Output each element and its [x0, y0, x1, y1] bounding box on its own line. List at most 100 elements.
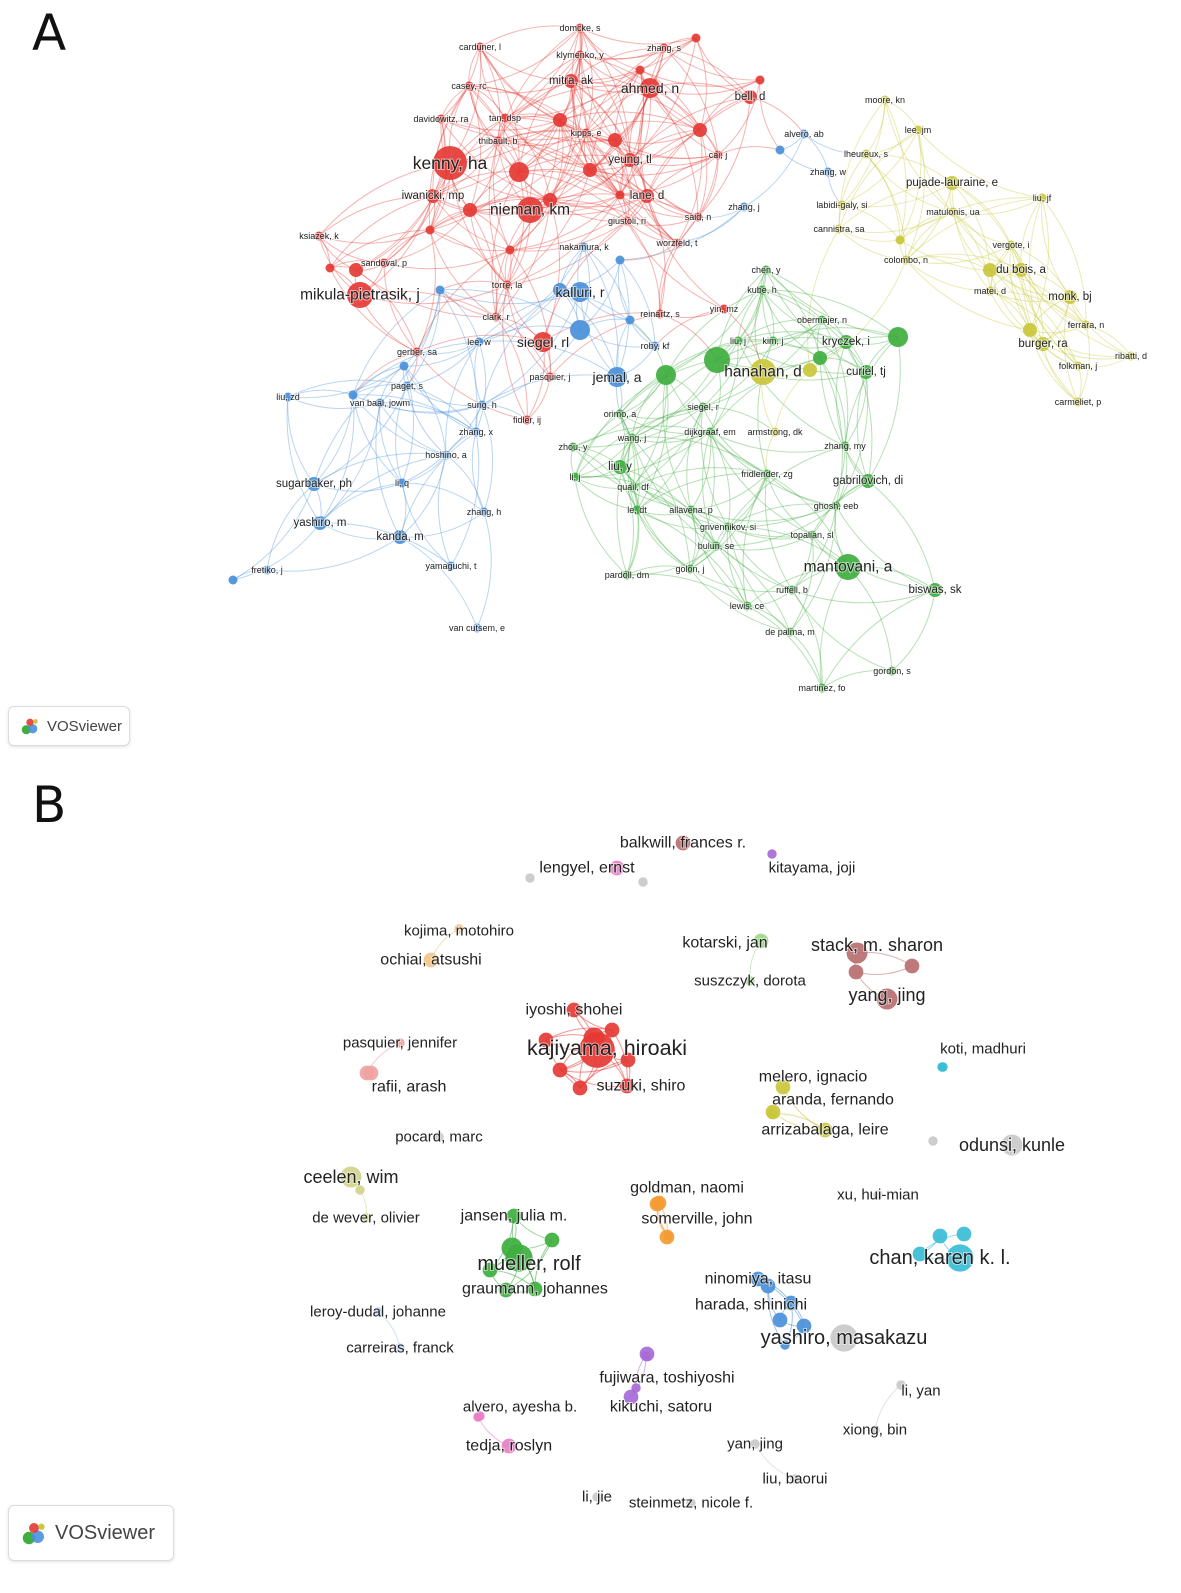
a-node-golon-j[interactable]	[685, 564, 695, 574]
b-node[interactable]	[912, 1246, 928, 1262]
a-node-bulun-se[interactable]	[711, 541, 721, 551]
b-node[interactable]	[956, 1226, 972, 1242]
a-node-hanahan-d[interactable]	[750, 359, 776, 385]
a-node-monk-bj[interactable]	[1063, 290, 1077, 304]
vosviewer-badge-a[interactable]: VOSviewer	[8, 706, 130, 746]
a-node-yin-mz[interactable]	[719, 304, 729, 314]
a-node[interactable]	[615, 190, 625, 200]
a-node-orimo-a[interactable]	[615, 409, 625, 419]
b-node[interactable]	[604, 1022, 620, 1038]
a-node-liu-y[interactable]	[613, 460, 627, 474]
a-node-zhang-j[interactable]	[739, 202, 749, 212]
a-node-giustoli-ri[interactable]	[622, 216, 632, 226]
a-node-zhang-x[interactable]	[471, 427, 481, 437]
a-node-folkman-j[interactable]	[1073, 361, 1083, 371]
b-node[interactable]	[848, 964, 864, 980]
a-node-ruffell-b[interactable]	[787, 585, 797, 595]
a-node-mikula-pietrasik-j[interactable]	[347, 282, 373, 308]
a-node[interactable]	[553, 283, 567, 297]
a-node-lewis-ce[interactable]	[742, 601, 752, 611]
a-node-kipps-e[interactable]	[581, 128, 591, 138]
a-node-van-baal-jowm[interactable]	[375, 398, 385, 408]
a-node-kim-j[interactable]	[768, 336, 778, 346]
a-node-thibault-b[interactable]	[493, 136, 503, 146]
b-node-arrizabalaga-leire[interactable]	[817, 1122, 833, 1138]
a-node-kenny-ha[interactable]	[433, 146, 467, 180]
a-node-le-dt[interactable]	[632, 505, 642, 515]
b-node[interactable]	[631, 1383, 641, 1393]
b-node[interactable]	[544, 1232, 560, 1248]
a-node-paget-s[interactable]	[402, 381, 412, 391]
a-node-grivennikov-si[interactable]	[723, 522, 733, 532]
a-node-said-n[interactable]	[693, 212, 703, 222]
a-node[interactable]	[775, 145, 785, 155]
a-node[interactable]	[463, 203, 477, 217]
a-node[interactable]	[813, 351, 827, 365]
a-node[interactable]	[349, 263, 363, 277]
a-node-liu-jf[interactable]	[1037, 193, 1047, 203]
b-node[interactable]	[538, 1032, 554, 1048]
a-node-davidowitz-ra[interactable]	[436, 114, 446, 124]
a-node-pasquier-j[interactable]	[545, 372, 555, 382]
a-node-matei-d[interactable]	[985, 286, 995, 296]
a-node-bell-d[interactable]	[743, 90, 757, 104]
a-node-ghosh-eeb[interactable]	[831, 501, 841, 511]
a-node-pujade-lauraine-e[interactable]	[945, 176, 959, 190]
a-node-tan-dsp[interactable]	[500, 113, 510, 123]
a-node-yeung-tl[interactable]	[623, 153, 637, 167]
b-node-graumann-johannes[interactable]	[527, 1281, 543, 1297]
a-node-liu-zd[interactable]	[283, 392, 293, 402]
a-node-fridlender-zg[interactable]	[762, 469, 772, 479]
a-node-carduner-l[interactable]	[475, 42, 485, 52]
a-node-clark-r[interactable]	[491, 312, 501, 322]
a-node-casey-rc[interactable]	[464, 81, 474, 91]
a-node-biswas-sk[interactable]	[928, 583, 942, 597]
b-node-tedja-roslyn[interactable]	[501, 1438, 517, 1454]
a-node-fretiko-j[interactable]	[262, 565, 272, 575]
a-node-zhang-s[interactable]	[659, 43, 669, 53]
b-node-yan-jing[interactable]	[750, 1439, 760, 1449]
a-node[interactable]	[888, 327, 908, 347]
b-node[interactable]	[760, 1278, 776, 1294]
b-node[interactable]	[572, 1080, 588, 1096]
b-node[interactable]	[482, 1262, 498, 1278]
b-node-jansen-julia-m[interactable]	[506, 1208, 522, 1224]
b-node[interactable]	[552, 1062, 568, 1078]
a-node-mantovani-a[interactable]	[835, 554, 861, 580]
b-node-li-jie[interactable]	[592, 1492, 602, 1502]
b-node-steinmetz-nicole-f[interactable]	[686, 1498, 696, 1508]
a-node-nieman-km[interactable]	[517, 197, 543, 223]
a-node-cannistra-sa[interactable]	[834, 224, 844, 234]
b-node[interactable]	[475, 1411, 485, 1421]
a-node-de-palma-m[interactable]	[785, 627, 795, 637]
a-node-sugarbaker-ph[interactable]	[307, 477, 321, 491]
a-node-zhou-y[interactable]	[568, 442, 578, 452]
a-node[interactable]	[509, 162, 529, 182]
b-node-ceelen-wim[interactable]	[340, 1166, 362, 1188]
b-node-liu-baorui[interactable]	[790, 1474, 800, 1484]
a-node-burger-ra[interactable]	[1036, 337, 1050, 351]
b-node-suszczyk-dorota[interactable]	[745, 976, 755, 986]
a-node-kalluri-r[interactable]	[570, 282, 590, 302]
a-node-hoshino-a[interactable]	[441, 450, 451, 460]
a-node-chen-y[interactable]	[761, 265, 771, 275]
a-node-yashiro-m[interactable]	[313, 516, 327, 530]
a-node[interactable]	[425, 225, 435, 235]
a-node-lee-w[interactable]	[474, 337, 484, 347]
b-node-kikuchi-satoru[interactable]	[623, 1389, 639, 1405]
a-node-ksiazek-k[interactable]	[314, 231, 324, 241]
a-node-obermajer-n[interactable]	[817, 315, 827, 325]
a-node-fidler-ij[interactable]	[522, 415, 532, 425]
a-node-yamaguchi-t[interactable]	[446, 561, 456, 571]
a-node[interactable]	[693, 123, 707, 137]
a-node-liu-j[interactable]	[733, 336, 743, 346]
b-node[interactable]	[928, 1136, 938, 1146]
a-node-reinartz-s[interactable]	[655, 309, 665, 319]
a-node-zhang-w[interactable]	[823, 167, 833, 177]
a-node-siegel-r[interactable]	[698, 402, 708, 412]
a-node-li-q[interactable]	[397, 478, 407, 488]
b-node-kojima-motohiro[interactable]	[454, 924, 464, 934]
a-node-jemal-a[interactable]	[607, 367, 627, 387]
b-node[interactable]	[932, 1228, 948, 1244]
a-node-vergote-i[interactable]	[1006, 240, 1016, 250]
